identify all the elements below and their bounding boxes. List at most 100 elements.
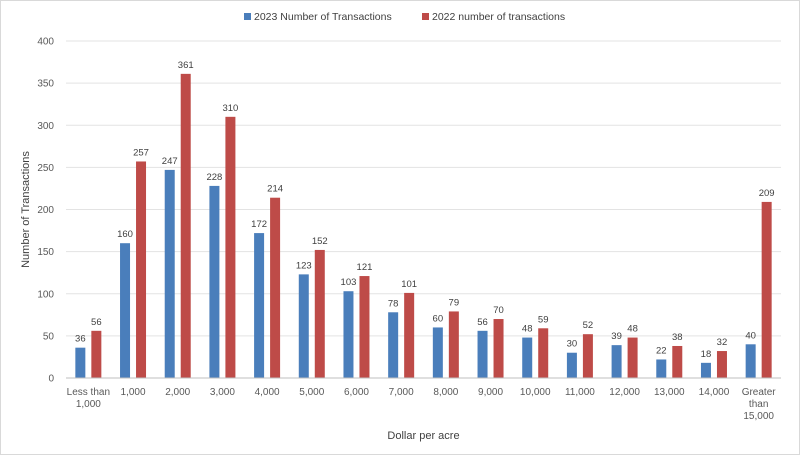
data-label-2023: 18 xyxy=(701,349,712,360)
data-label-2022: 70 xyxy=(493,305,504,316)
bar-2023 xyxy=(522,337,533,378)
data-label-2022: 209 xyxy=(759,188,775,199)
y-tick-label: 50 xyxy=(43,331,55,342)
x-tick-label: 13,000 xyxy=(654,387,685,398)
y-axis-title: Number of Transactions xyxy=(20,151,32,268)
legend-swatch xyxy=(244,13,251,20)
x-tick-label: 6,000 xyxy=(344,387,369,398)
bar-2022 xyxy=(270,197,281,378)
bar-2023 xyxy=(566,352,577,378)
legend-label: 2022 number of transactions xyxy=(432,11,565,23)
data-label-2022: 121 xyxy=(357,262,373,273)
y-tick-label: 0 xyxy=(48,374,54,385)
bar-2022 xyxy=(761,201,772,378)
data-label-2023: 60 xyxy=(433,313,444,324)
x-tick-label: 7,000 xyxy=(389,387,414,398)
bar-2022 xyxy=(716,351,727,378)
bar-2023 xyxy=(209,185,220,378)
x-tick-label: Less than 1,000 xyxy=(67,387,110,410)
x-tick-label: 10,000 xyxy=(520,387,551,398)
data-label-2023: 247 xyxy=(162,156,178,167)
bar-2023 xyxy=(611,345,622,378)
y-tick-label: 150 xyxy=(37,247,54,258)
y-tick-label: 200 xyxy=(37,205,54,216)
bar-2023 xyxy=(656,359,667,378)
y-tick-label: 400 xyxy=(37,37,54,48)
x-tick-label: Greater than 15,000 xyxy=(742,387,777,422)
data-labels: 36 56 160 257 247 361 228 310 172 214 123 152 103121… xyxy=(75,60,775,360)
data-label-2022: 214 xyxy=(267,184,283,195)
data-label-2022: 52 xyxy=(583,320,594,331)
bar-2022 xyxy=(672,345,683,378)
data-label-2023: 40 xyxy=(745,330,756,341)
x-tick-label: 14,000 xyxy=(699,387,730,398)
bar-2022 xyxy=(180,73,191,379)
y-tick-label: 300 xyxy=(37,121,54,132)
bar-2023 xyxy=(120,243,131,378)
data-label-2022: 59 xyxy=(538,314,549,325)
data-label-2023: 78 xyxy=(388,298,399,309)
data-label-2023: 228 xyxy=(206,172,222,183)
x-tick-label: 9,000 xyxy=(478,387,503,398)
bar-2023 xyxy=(388,312,399,378)
y-tick-label: 100 xyxy=(37,289,54,300)
x-tick-label: 2,000 xyxy=(165,387,190,398)
data-label-2022: 257 xyxy=(133,147,149,158)
bar-2022 xyxy=(136,161,147,378)
legend-swatch xyxy=(422,13,429,20)
data-label-2023: 39 xyxy=(611,331,622,342)
data-label-2023: 123 xyxy=(296,260,312,271)
bar-2023 xyxy=(477,330,488,378)
x-tick-label: 1,000 xyxy=(121,387,146,398)
data-label-2022: 361 xyxy=(178,60,194,71)
bar-2022 xyxy=(538,328,549,378)
data-label-2023: 36 xyxy=(75,334,86,345)
bar-2022 xyxy=(627,337,638,378)
y-axis-ticks: 0 50 100 150 200 250 300 350 400 xyxy=(37,37,54,385)
x-tick-label: 4,000 xyxy=(255,387,280,398)
y-tick-label: 350 xyxy=(37,79,54,90)
bars xyxy=(75,73,772,379)
x-tick-label: 11,000 xyxy=(565,387,595,398)
data-label-2023: 160 xyxy=(117,229,133,240)
data-label-2022: 48 xyxy=(627,324,638,335)
bar-2022 xyxy=(404,292,415,378)
data-label-2023: 48 xyxy=(522,324,533,335)
data-label-2023: 56 xyxy=(477,317,488,328)
bar-2022 xyxy=(493,319,504,378)
bar-2023 xyxy=(432,327,443,378)
bar-2023 xyxy=(298,274,309,378)
data-label-2023: 30 xyxy=(567,339,578,350)
data-label-2022: 79 xyxy=(449,297,460,308)
bar-2023 xyxy=(254,233,265,378)
x-tick-label: 12,000 xyxy=(609,387,640,398)
bar-2023 xyxy=(75,347,86,378)
bar-2022 xyxy=(225,116,236,378)
data-label-2023: 22 xyxy=(656,345,667,356)
legend: 2023 Number of Transactions 2022 number o… xyxy=(244,11,565,23)
bar-2022 xyxy=(314,249,325,378)
data-label-2022: 310 xyxy=(222,103,238,114)
x-tick-label: 5,000 xyxy=(299,387,324,398)
data-label-2022: 56 xyxy=(91,317,102,328)
bar-2023 xyxy=(700,362,711,378)
bar-2022 xyxy=(359,276,370,378)
data-label-2022: 101 xyxy=(401,279,417,290)
legend-label: 2023 Number of Transactions xyxy=(254,11,392,23)
data-label-2022: 152 xyxy=(312,236,328,247)
x-tick-label: 8,000 xyxy=(433,387,458,398)
data-label-2023: 103 xyxy=(341,277,357,288)
bar-2023 xyxy=(745,344,756,378)
x-tick-label: 3,000 xyxy=(210,387,235,398)
bar-2022 xyxy=(448,311,459,378)
bar-2022 xyxy=(582,334,593,378)
data-label-2023: 172 xyxy=(251,219,267,230)
x-axis-title: Dollar per acre xyxy=(387,430,459,442)
bar-2023 xyxy=(343,291,354,378)
data-label-2022: 32 xyxy=(717,337,728,348)
bar-2023 xyxy=(164,169,175,378)
y-tick-label: 250 xyxy=(37,163,54,174)
bar-2022 xyxy=(91,330,102,378)
